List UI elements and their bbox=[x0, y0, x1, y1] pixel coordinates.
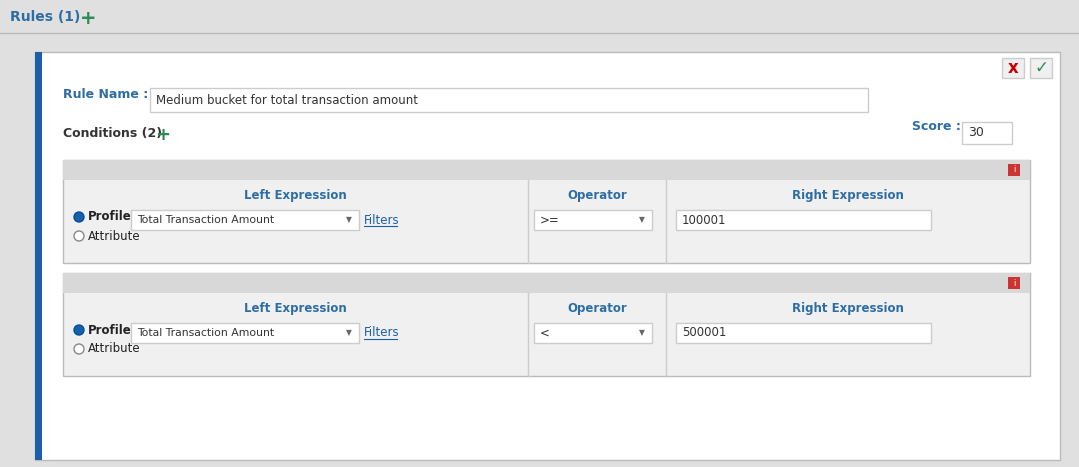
Bar bbox=[131, 323, 359, 343]
Bar bbox=[534, 210, 652, 230]
Text: Medium bucket for total transaction amount: Medium bucket for total transaction amou… bbox=[156, 93, 418, 106]
Text: Score :: Score : bbox=[912, 120, 961, 134]
Text: Profile: Profile bbox=[88, 324, 132, 337]
Bar bbox=[1008, 277, 1020, 289]
Text: Filters: Filters bbox=[364, 326, 399, 340]
Text: ▼: ▼ bbox=[639, 215, 645, 225]
Text: Filters: Filters bbox=[364, 213, 399, 226]
Text: 100001: 100001 bbox=[682, 213, 726, 226]
Text: Conditions (2): Conditions (2) bbox=[63, 127, 162, 140]
Text: Attribute: Attribute bbox=[88, 342, 140, 355]
Bar bbox=[131, 210, 359, 230]
Bar bbox=[1002, 58, 1024, 78]
Bar bbox=[1030, 58, 1052, 78]
Bar bbox=[677, 210, 931, 230]
Text: ▼: ▼ bbox=[639, 328, 645, 338]
Bar bbox=[63, 273, 1030, 376]
Circle shape bbox=[74, 212, 84, 222]
Text: +: + bbox=[155, 126, 170, 144]
Text: Left Expression: Left Expression bbox=[244, 302, 346, 315]
Bar bbox=[1008, 164, 1020, 176]
Text: 30: 30 bbox=[968, 127, 984, 140]
Bar bbox=[962, 122, 1012, 144]
Text: Left Expression: Left Expression bbox=[244, 189, 346, 202]
Text: +: + bbox=[80, 9, 96, 28]
Bar bbox=[63, 160, 1030, 263]
Bar bbox=[35, 52, 1060, 460]
Circle shape bbox=[74, 325, 84, 335]
Circle shape bbox=[74, 344, 84, 354]
Text: Profile: Profile bbox=[88, 211, 132, 224]
Bar bbox=[150, 88, 868, 112]
Text: i: i bbox=[1013, 165, 1015, 175]
Text: i: i bbox=[1013, 278, 1015, 288]
Text: 500001: 500001 bbox=[682, 326, 726, 340]
Text: Rule Name :: Rule Name : bbox=[63, 87, 148, 100]
Text: Right Expression: Right Expression bbox=[792, 302, 904, 315]
Bar bbox=[63, 160, 1030, 180]
Bar bbox=[35, 52, 42, 460]
Text: Operator: Operator bbox=[568, 302, 627, 315]
Bar bbox=[677, 323, 931, 343]
Text: Right Expression: Right Expression bbox=[792, 189, 904, 202]
Text: >=: >= bbox=[540, 213, 560, 226]
Circle shape bbox=[74, 231, 84, 241]
Text: Total Transaction Amount: Total Transaction Amount bbox=[137, 328, 274, 338]
Text: ▼: ▼ bbox=[346, 215, 352, 225]
Text: Attribute: Attribute bbox=[88, 229, 140, 242]
Text: Operator: Operator bbox=[568, 189, 627, 202]
Bar bbox=[63, 273, 1030, 293]
Text: ▼: ▼ bbox=[346, 328, 352, 338]
Text: <: < bbox=[540, 326, 550, 340]
Text: x: x bbox=[1008, 59, 1019, 77]
Text: Rules (1): Rules (1) bbox=[10, 10, 80, 24]
Bar bbox=[534, 323, 652, 343]
Text: ✓: ✓ bbox=[1034, 59, 1048, 77]
Text: Total Transaction Amount: Total Transaction Amount bbox=[137, 215, 274, 225]
